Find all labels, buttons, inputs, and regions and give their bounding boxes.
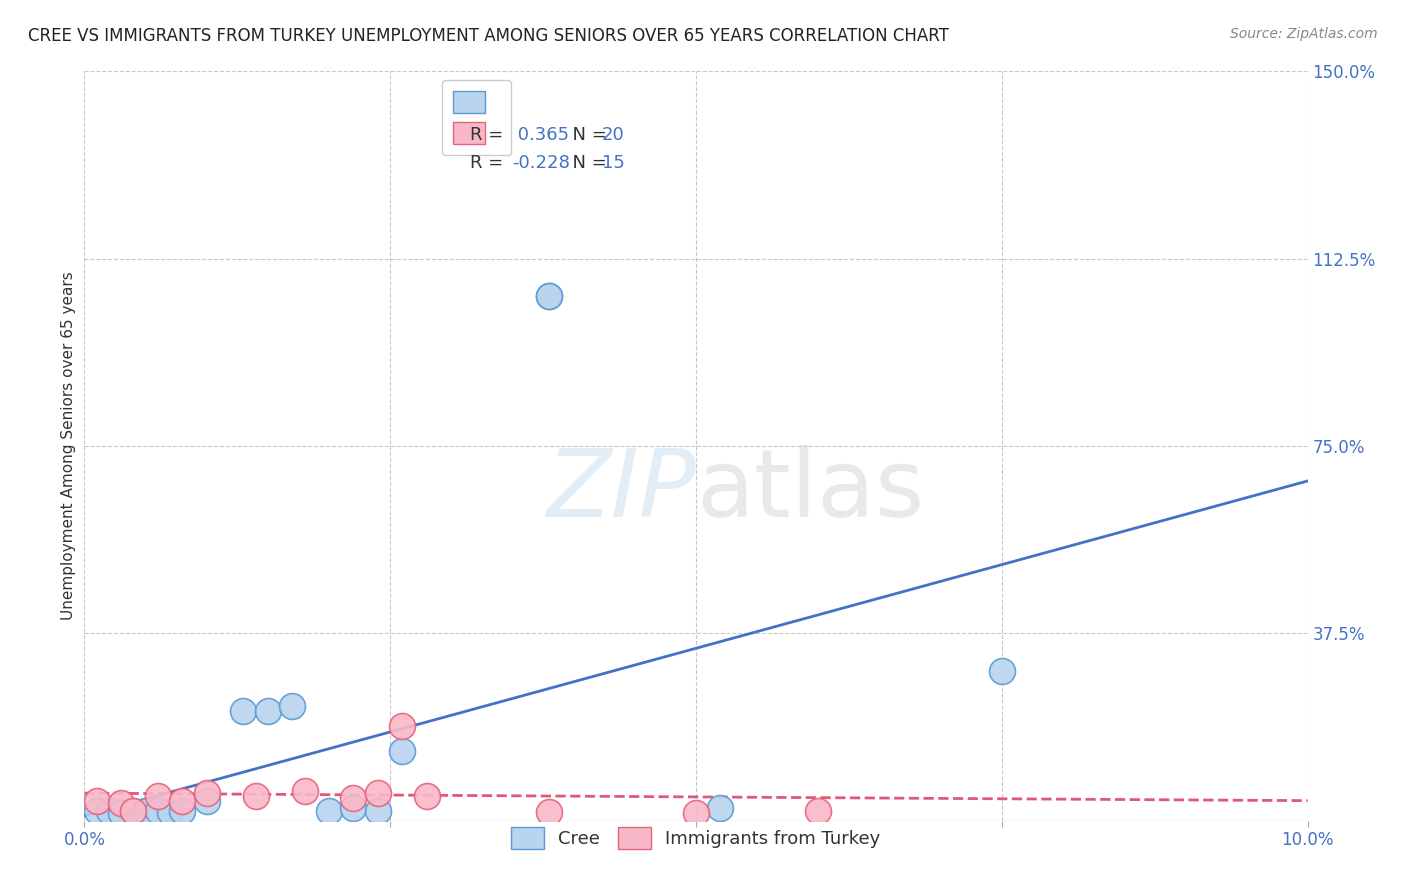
Text: Source: ZipAtlas.com: Source: ZipAtlas.com <box>1230 27 1378 41</box>
Legend: Cree, Immigrants from Turkey: Cree, Immigrants from Turkey <box>505 820 887 856</box>
Point <box>342 791 364 805</box>
Point <box>159 805 181 819</box>
Point <box>367 804 389 818</box>
Point <box>245 789 267 803</box>
Text: R =: R = <box>470 153 509 172</box>
Point <box>86 794 108 808</box>
Point <box>538 289 561 303</box>
Y-axis label: Unemployment Among Seniors over 65 years: Unemployment Among Seniors over 65 years <box>60 272 76 620</box>
Point <box>416 789 439 803</box>
Point <box>232 704 254 718</box>
Point <box>146 804 169 818</box>
Text: R =: R = <box>470 126 509 144</box>
Point <box>110 796 132 810</box>
Text: 20: 20 <box>602 126 624 144</box>
Text: N =: N = <box>561 153 613 172</box>
Point <box>538 805 561 819</box>
Point <box>86 804 108 818</box>
Text: CREE VS IMMIGRANTS FROM TURKEY UNEMPLOYMENT AMONG SENIORS OVER 65 YEARS CORRELAT: CREE VS IMMIGRANTS FROM TURKEY UNEMPLOYM… <box>28 27 949 45</box>
Point <box>97 804 120 818</box>
Point <box>135 804 157 818</box>
Point <box>122 804 145 818</box>
Point <box>538 289 561 303</box>
Point <box>342 801 364 815</box>
Point <box>172 804 194 818</box>
Point <box>367 786 389 800</box>
Point <box>391 744 413 758</box>
Point <box>110 806 132 821</box>
Text: -0.228: -0.228 <box>513 153 571 172</box>
Point <box>685 806 707 821</box>
Point <box>146 789 169 803</box>
Point <box>294 783 316 797</box>
Point <box>172 794 194 808</box>
Text: atlas: atlas <box>696 445 924 537</box>
Text: ZIP: ZIP <box>547 445 696 536</box>
Text: 0.365: 0.365 <box>513 126 569 144</box>
Point <box>195 794 218 808</box>
Point <box>807 804 830 818</box>
Point <box>709 801 731 815</box>
Point <box>318 804 340 818</box>
Text: N =: N = <box>561 126 613 144</box>
Point <box>391 719 413 733</box>
Point <box>122 804 145 818</box>
Point <box>195 786 218 800</box>
Point <box>257 704 280 718</box>
Text: 15: 15 <box>602 153 624 172</box>
Point <box>991 664 1014 678</box>
Point <box>281 698 304 713</box>
